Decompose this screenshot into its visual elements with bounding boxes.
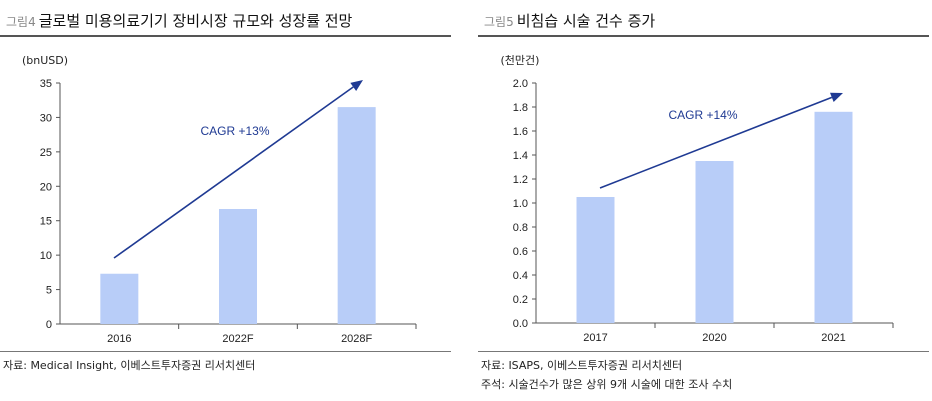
cagr-annotation: CAGR +14% xyxy=(668,108,737,122)
y-tick-label: 2.0 xyxy=(513,78,528,90)
bar-2022F xyxy=(219,209,257,324)
trend-arrow-line xyxy=(113,86,354,259)
y-tick-label: 20 xyxy=(40,181,52,193)
x-tick-label: 2021 xyxy=(821,332,845,344)
bar-chart-procedure-count: (천만건) 0.0 0.2 0.4 0.6 0.8 1.0 1.2 1.4 1.6 1.8 2.0 20… xyxy=(501,53,894,344)
bar-2017 xyxy=(576,197,615,323)
y-axis-unit-label: (천만건) xyxy=(501,53,540,67)
trend-arrowhead xyxy=(350,80,363,92)
source-note: 자료: ISAPS, 이베스트투자증권 리서치센터 xyxy=(481,359,683,372)
figure-title: 글로벌 미용의료기기 장비시장 규모와 성장률 전망 xyxy=(38,12,353,30)
y-tick-label: 1.6 xyxy=(513,126,528,138)
figure-title-row: 그림4 글로벌 미용의료기기 장비시장 규모와 성장률 전망 xyxy=(6,10,352,31)
y-tick-label: 0.4 xyxy=(513,270,528,282)
y-tick-label: 0.8 xyxy=(513,222,528,234)
footnote: 주석: 시술건수가 많은 상위 9개 시술에 대한 조사 수치 xyxy=(481,378,733,391)
source-note: 자료: Medical Insight, 이베스트투자증권 리서치센터 xyxy=(3,359,256,372)
y-tick-label: 0 xyxy=(46,319,52,331)
x-tick-label: 2016 xyxy=(107,333,131,345)
chart-panel-right: 그림5 비침습 시술 건수 증가 (천만건) 0.0 0.2 0.4 0.6 0.8 1.0 1… xyxy=(478,0,929,401)
figure-label: 그림4 xyxy=(6,15,36,29)
cagr-annotation: CAGR +13% xyxy=(200,124,269,138)
y-tick-label: 1.2 xyxy=(513,174,528,186)
bar-2020 xyxy=(695,161,734,323)
y-tick-label: 5 xyxy=(46,285,52,297)
source-divider xyxy=(0,351,451,352)
y-tick-label: 35 xyxy=(40,78,52,90)
x-tick-label: 2020 xyxy=(702,332,726,344)
y-tick-label: 1.0 xyxy=(513,198,528,210)
bar-2016 xyxy=(100,273,139,324)
y-tick-label: 0.2 xyxy=(513,294,528,306)
title-divider xyxy=(478,35,929,37)
bar-2021 xyxy=(814,111,853,323)
figure-title-row: 그림5 비침습 시술 건수 증가 xyxy=(484,10,655,31)
y-tick-label: 15 xyxy=(40,216,52,228)
y-tick-label: 1.8 xyxy=(513,102,528,114)
y-tick-label: 10 xyxy=(40,250,52,262)
trend-arrow-line xyxy=(599,96,833,189)
trend-arrowhead xyxy=(830,92,843,103)
figure-title: 비침습 시술 건수 증가 xyxy=(516,12,656,30)
y-tick-label: 1.4 xyxy=(513,150,528,162)
y-axis-unit-label: (bnUSD) xyxy=(22,54,68,67)
source-divider xyxy=(478,351,929,352)
y-tick-label: 30 xyxy=(40,112,52,124)
figure-label: 그림5 xyxy=(484,15,514,29)
y-tick-label: 0.6 xyxy=(513,246,528,258)
title-divider xyxy=(0,35,451,37)
y-tick-label: 0.0 xyxy=(513,318,528,330)
x-tick-label: 2017 xyxy=(583,332,607,344)
bar-2028F xyxy=(337,107,376,324)
x-tick-label: 2022F xyxy=(222,333,253,345)
chart-panel-left: 그림4 글로벌 미용의료기기 장비시장 규모와 성장률 전망 (bnUSD) 0 5 1… xyxy=(0,0,451,401)
bar-chart-market-size: (bnUSD) 0 5 10 15 20 25 30 35 2016 2022F 2028F CAGR … xyxy=(22,54,417,345)
y-tick-label: 25 xyxy=(40,147,52,159)
x-tick-label: 2028F xyxy=(341,333,372,345)
